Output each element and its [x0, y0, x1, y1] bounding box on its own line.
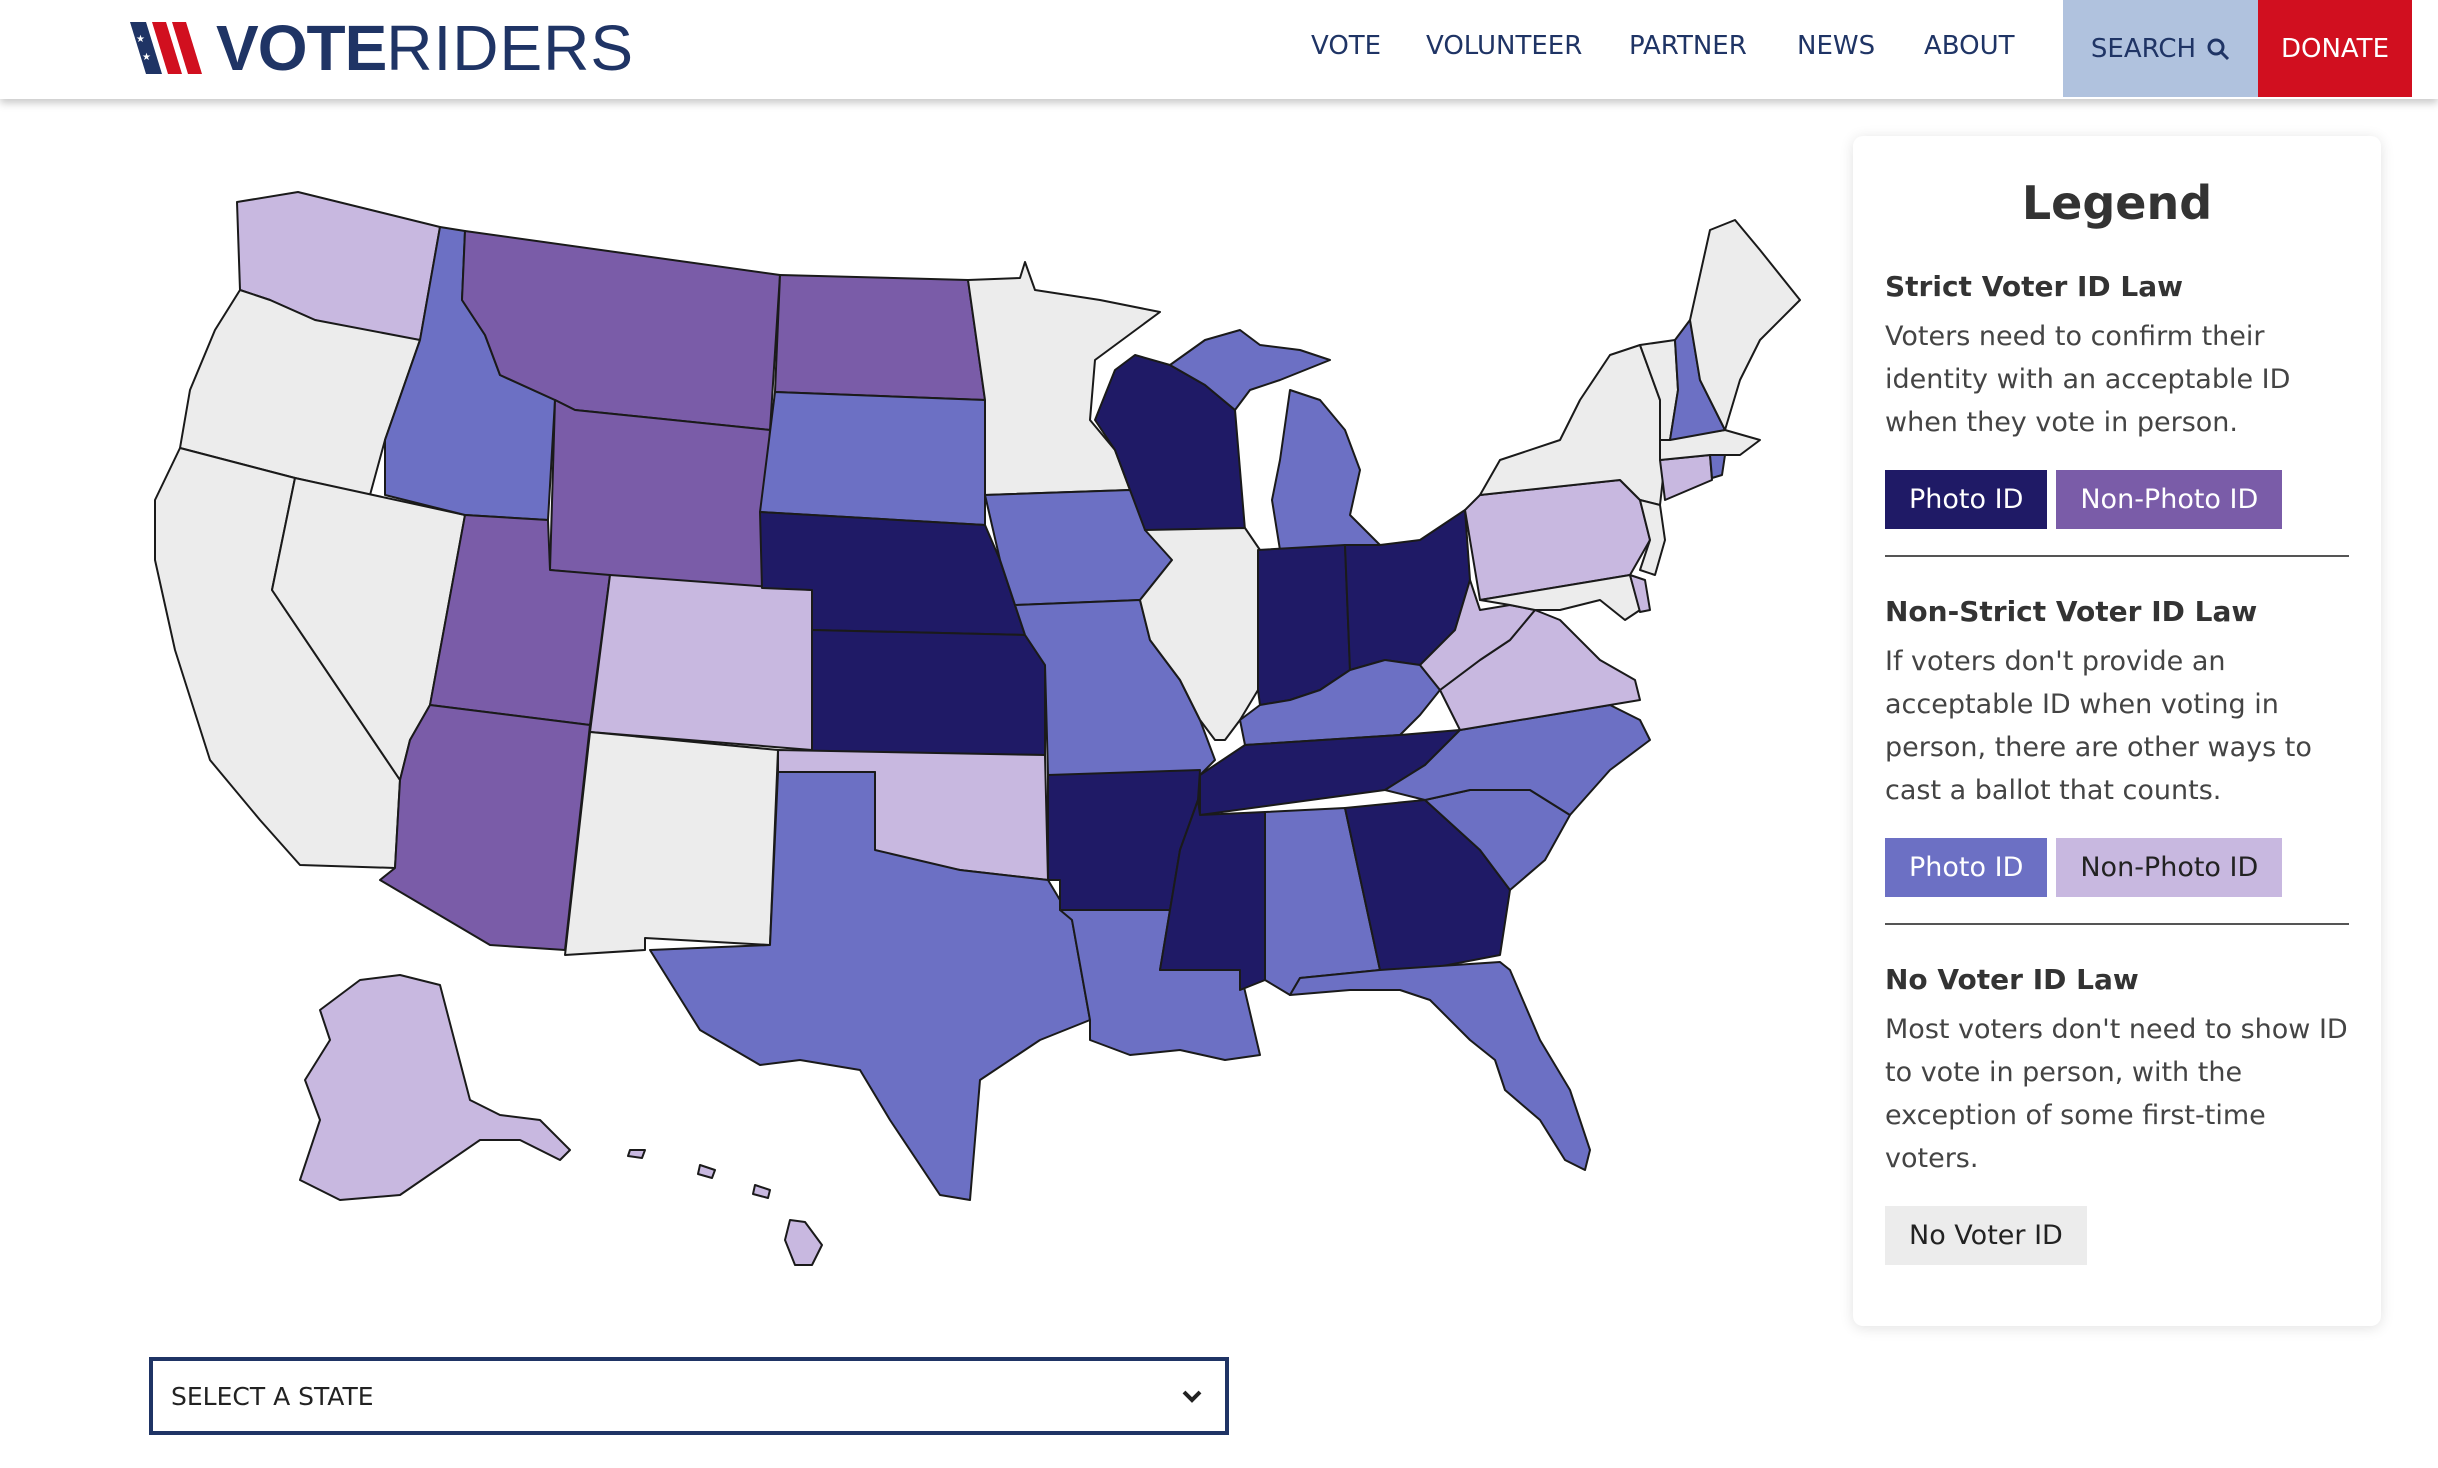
chevron-down-icon [1182, 1390, 1202, 1403]
legend-text: If voters don't provide an acceptable ID… [1885, 646, 2312, 806]
legend-section-non-strict: Non-Strict Voter ID Law If voters don't … [1885, 595, 2349, 897]
strict-photo-id-button[interactable]: Photo ID [1885, 470, 2048, 529]
legend-divider [1885, 923, 2349, 925]
state-me[interactable] [1689, 219, 1801, 431]
nav-volunteer[interactable]: VOLUNTEER [1426, 31, 1583, 61]
state-wy[interactable] [549, 399, 771, 591]
strict-non-photo-id-button[interactable]: Non-Photo ID [2056, 470, 2283, 529]
state-az[interactable] [379, 704, 591, 951]
state-hi[interactable] [784, 1219, 823, 1266]
legend-section-strict: Strict Voter ID Law Voters need to confi… [1885, 270, 2349, 529]
state-ri[interactable] [1709, 454, 1726, 479]
legend-heading: No Voter ID Law [1885, 963, 2139, 996]
state-wi[interactable] [1094, 354, 1246, 531]
nav-about[interactable]: ABOUT [1924, 31, 2015, 61]
logo-text-bold: VOTE [216, 12, 387, 84]
legend-text: Voters need to confirm their identity wi… [1885, 321, 2291, 438]
state-nd[interactable] [774, 274, 986, 401]
search-icon [2207, 38, 2230, 60]
state-mi-upper[interactable] [1169, 329, 1331, 411]
state-fl[interactable] [1289, 961, 1591, 1171]
state-ks[interactable] [811, 629, 1046, 756]
state-select-label: SELECT A STATE [171, 1381, 374, 1411]
state-co[interactable] [589, 574, 813, 751]
logo-text-light: RIDERS [386, 12, 635, 84]
state-mi[interactable] [1271, 389, 1381, 551]
voteriders-logo[interactable]: ★ ★ VOTE RIDERS [128, 12, 634, 84]
legend-heading: Strict Voter ID Law [1885, 270, 2184, 303]
legend-divider [1885, 555, 2349, 557]
legend-title: Legend [2021, 176, 2213, 230]
flag-stripes-icon: ★ ★ [130, 22, 202, 74]
legend-section-no-id: No Voter ID Law Most voters don't need t… [1885, 963, 2349, 1265]
non-strict-photo-id-button[interactable]: Photo ID [1885, 838, 2048, 897]
state-ny[interactable] [1479, 344, 1666, 506]
site-header: ★ ★ VOTE RIDERS VOTE VOLUNTEER PARTNER NE… [0, 0, 2438, 99]
state-ct[interactable] [1659, 454, 1713, 501]
legend-heading: Non-Strict Voter ID Law [1885, 595, 2258, 628]
donate-button[interactable]: DONATE [2258, 0, 2412, 97]
state-sd[interactable] [759, 391, 986, 526]
state-ak[interactable] [299, 974, 571, 1201]
state-tx[interactable] [649, 771, 1091, 1201]
state-nc[interactable] [1384, 704, 1651, 816]
search-label: SEARCH [2090, 33, 2197, 64]
no-voter-id-button[interactable]: No Voter ID [1885, 1206, 2087, 1265]
nav-vote[interactable]: VOTE [1311, 31, 1382, 61]
non-strict-non-photo-id-button[interactable]: Non-Photo ID [2056, 838, 2283, 897]
state-select-dropdown[interactable]: SELECT A STATE [149, 1357, 1229, 1435]
legend-text: Most voters don't need to show ID to vot… [1885, 1014, 2348, 1174]
us-voter-id-map [115, 185, 1815, 1285]
svg-text:★: ★ [142, 52, 151, 63]
state-nj[interactable] [1639, 499, 1666, 576]
state-hi-islands [627, 1149, 771, 1199]
search-button[interactable]: SEARCH [2063, 0, 2258, 97]
svg-text:★: ★ [136, 34, 145, 45]
nav-partner[interactable]: PARTNER [1629, 31, 1747, 61]
state-de[interactable] [1629, 574, 1651, 613]
state-nm[interactable] [564, 731, 779, 956]
legend-panel: Legend Strict Voter ID Law Voters need t… [1853, 136, 2381, 1326]
nav-news[interactable]: NEWS [1797, 31, 1876, 61]
